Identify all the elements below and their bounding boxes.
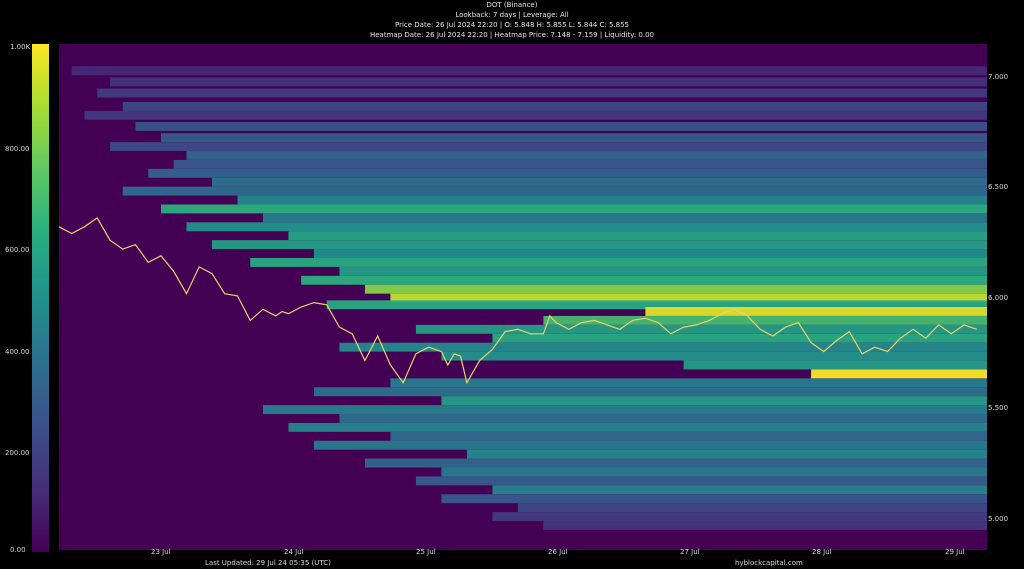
price-tick: 6.000 (988, 294, 1009, 302)
time-tick: 25 Jul (416, 548, 436, 556)
liquidity-band (109, 142, 987, 151)
liquidity-band (390, 293, 987, 303)
liquidity-band (122, 101, 987, 111)
liquidity-band (441, 467, 987, 477)
liquidity-band (441, 351, 987, 361)
liquidity-band (160, 204, 987, 214)
liquidity-band (390, 378, 987, 388)
liquidity-band (492, 333, 987, 343)
liquidity-band (364, 458, 987, 468)
chart-title: DOT (Binance) (486, 1, 538, 9)
liquidity-colorbar (32, 44, 49, 552)
liquidity-band (441, 494, 987, 504)
liquidity-band (543, 315, 987, 325)
liquidity-band (71, 66, 987, 76)
time-tick: 29 Jul (945, 548, 965, 556)
time-tick: 27 Jul (680, 548, 700, 556)
liquidity-band (313, 440, 987, 450)
time-tick: 24 Jul (284, 548, 304, 556)
price-info: Price Date: 26 Jul 2024 22:20 | O: 5.848… (394, 21, 630, 29)
liquidity-band (415, 476, 987, 486)
liquidity-band (135, 122, 987, 131)
colorbar-tick: 0.00 (10, 546, 26, 554)
liquidity-band (415, 324, 987, 334)
liquidity-band (492, 485, 987, 495)
liquidity-band (250, 257, 987, 267)
time-tick: 26 Jul (548, 548, 568, 556)
liquidity-band (109, 77, 987, 87)
liquidity-band (390, 431, 987, 441)
liquidity-band (441, 396, 987, 406)
colorbar-tick: 800.00 (5, 145, 30, 153)
price-tick: 5.000 (988, 515, 1009, 523)
last-updated: Last Updated: 29 Jul 24 05:35 (UTC) (205, 559, 331, 567)
time-tick: 23 Jul (151, 548, 171, 556)
liquidity-band (466, 449, 987, 459)
liquidity-band (148, 168, 987, 178)
liquidity-band (364, 284, 987, 294)
price-line (58, 217, 977, 385)
liquidity-band (122, 186, 987, 196)
time-tick: 28 Jul (812, 548, 832, 556)
liquidity-bands (71, 66, 987, 530)
liquidity-band (186, 150, 987, 160)
liquidity-band (517, 503, 987, 513)
liquidity-band (339, 342, 987, 352)
colorbar-tick: 1.00K (10, 43, 31, 51)
liquidity-band (262, 405, 987, 415)
liquidity-band (262, 213, 987, 223)
chart-header: DOT (Binance) Lookback: 7 days | Leverag… (0, 0, 1024, 40)
liquidity-band (186, 222, 987, 232)
heatmap-info: Heatmap Date: 26 Jul 2024 22:20 | Heatma… (369, 31, 655, 39)
liquidity-band (645, 307, 987, 316)
liquidity-band (313, 387, 987, 397)
liquidity-band (339, 414, 987, 423)
source-link[interactable]: hyblockcapital.com (735, 559, 803, 567)
liquidity-band (543, 521, 987, 530)
liquidity-band (237, 195, 987, 205)
liquidity-band (211, 177, 987, 187)
colorbar-tick: 400.00 (5, 348, 30, 356)
price-tick: 6.500 (988, 183, 1009, 191)
liquidity-band (84, 110, 987, 120)
liquidity-band (97, 88, 987, 98)
colorbar-tick: 200.00 (5, 449, 30, 457)
liquidity-band (313, 249, 987, 258)
lookback-info: Lookback: 7 days | Leverage: All (455, 11, 569, 19)
price-tick: 7.000 (988, 73, 1009, 81)
liquidity-band (326, 300, 987, 310)
liquidity-band (683, 360, 987, 370)
liquidity-band (173, 159, 987, 169)
price-tick: 5.500 (988, 404, 1009, 412)
liquidity-band (492, 512, 987, 522)
liquidity-band (288, 422, 987, 432)
liquidity-band (211, 240, 987, 250)
liquidity-band (339, 266, 987, 276)
colorbar-tick: 600.00 (5, 246, 30, 254)
liquidity-band (288, 231, 987, 241)
liquidity-band (160, 133, 987, 143)
liquidity-band (301, 275, 987, 285)
liquidity-band (811, 369, 987, 379)
